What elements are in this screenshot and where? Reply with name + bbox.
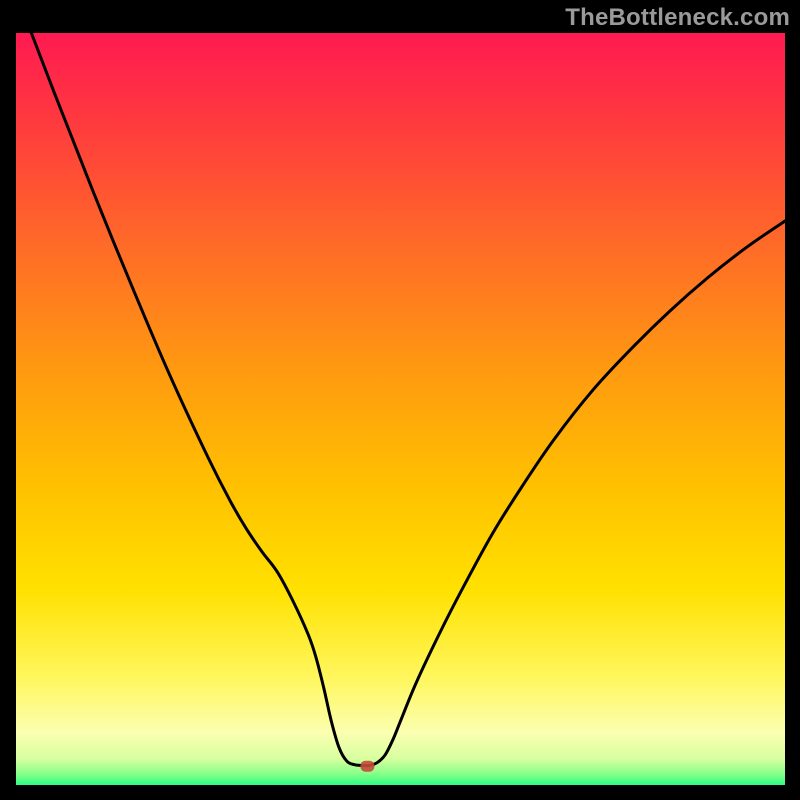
optimum-marker — [360, 761, 374, 772]
chart-svg — [0, 0, 800, 800]
chart-container: TheBottleneck.com — [0, 0, 800, 800]
watermark-label: TheBottleneck.com — [565, 4, 790, 32]
plot-background — [16, 33, 785, 785]
